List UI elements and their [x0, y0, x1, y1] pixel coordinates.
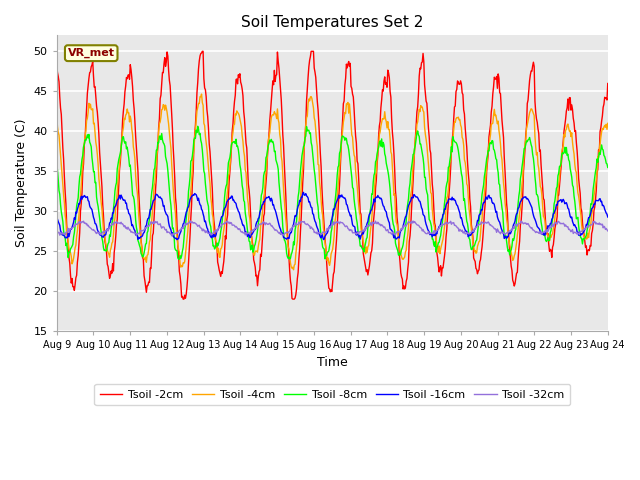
Tsoil -16cm [401, 217, 408, 223]
Y-axis label: Soil Temperature (C): Soil Temperature (C) [15, 119, 28, 248]
Tsoil -8cm [604, 165, 612, 170]
Tsoil -8cm [417, 141, 424, 147]
Tsoil -4cm [198, 91, 205, 97]
Tsoil -8cm [175, 256, 182, 262]
Tsoil -4cm [120, 125, 127, 131]
Tsoil -2cm [417, 66, 424, 72]
Tsoil -16cm [120, 197, 127, 203]
Tsoil -32cm [120, 222, 127, 228]
Tsoil -16cm [173, 237, 181, 242]
Tsoil -8cm [63, 240, 70, 246]
Line: Tsoil -16cm: Tsoil -16cm [57, 192, 608, 240]
Tsoil -8cm [120, 134, 127, 140]
Tsoil -4cm [604, 120, 612, 126]
Tsoil -4cm [401, 254, 408, 260]
Tsoil -32cm [63, 229, 70, 235]
Tsoil -16cm [604, 214, 612, 220]
Line: Tsoil -8cm: Tsoil -8cm [57, 126, 608, 259]
Text: VR_met: VR_met [68, 48, 115, 58]
Tsoil -4cm [417, 103, 424, 108]
Tsoil -16cm [176, 230, 184, 236]
Tsoil -32cm [168, 233, 175, 239]
Tsoil -32cm [401, 222, 408, 228]
Tsoil -2cm [53, 63, 61, 69]
Tsoil -8cm [401, 231, 408, 237]
Tsoil -16cm [53, 215, 61, 221]
Tsoil -8cm [194, 123, 202, 129]
Tsoil -16cm [205, 229, 213, 235]
Line: Tsoil -4cm: Tsoil -4cm [57, 94, 608, 270]
Tsoil -8cm [206, 221, 214, 227]
Title: Soil Temperatures Set 2: Soil Temperatures Set 2 [241, 15, 424, 30]
Line: Tsoil -2cm: Tsoil -2cm [57, 51, 608, 299]
Tsoil -2cm [175, 268, 183, 274]
Tsoil -2cm [604, 81, 612, 86]
Tsoil -4cm [290, 267, 298, 273]
X-axis label: Time: Time [317, 356, 348, 369]
Tsoil -32cm [176, 227, 184, 233]
Tsoil -32cm [604, 228, 612, 234]
Tsoil -4cm [175, 249, 183, 255]
Legend: Tsoil -2cm, Tsoil -4cm, Tsoil -8cm, Tsoil -16cm, Tsoil -32cm: Tsoil -2cm, Tsoil -4cm, Tsoil -8cm, Tsoi… [94, 384, 570, 405]
Tsoil -8cm [53, 161, 61, 167]
Tsoil -32cm [53, 230, 61, 236]
Tsoil -4cm [63, 231, 70, 237]
Tsoil -2cm [179, 296, 187, 302]
Tsoil -32cm [206, 229, 214, 235]
Tsoil -32cm [417, 225, 424, 231]
Tsoil -2cm [401, 286, 408, 292]
Tsoil -2cm [206, 149, 214, 155]
Tsoil -16cm [417, 202, 424, 207]
Tsoil -4cm [205, 173, 213, 179]
Tsoil -2cm [120, 108, 127, 114]
Line: Tsoil -32cm: Tsoil -32cm [57, 221, 608, 236]
Tsoil -2cm [198, 48, 206, 54]
Tsoil -16cm [63, 234, 70, 240]
Tsoil -16cm [300, 190, 307, 195]
Tsoil -4cm [53, 114, 61, 120]
Tsoil -2cm [63, 221, 70, 227]
Tsoil -32cm [186, 218, 194, 224]
Tsoil -8cm [176, 252, 184, 258]
